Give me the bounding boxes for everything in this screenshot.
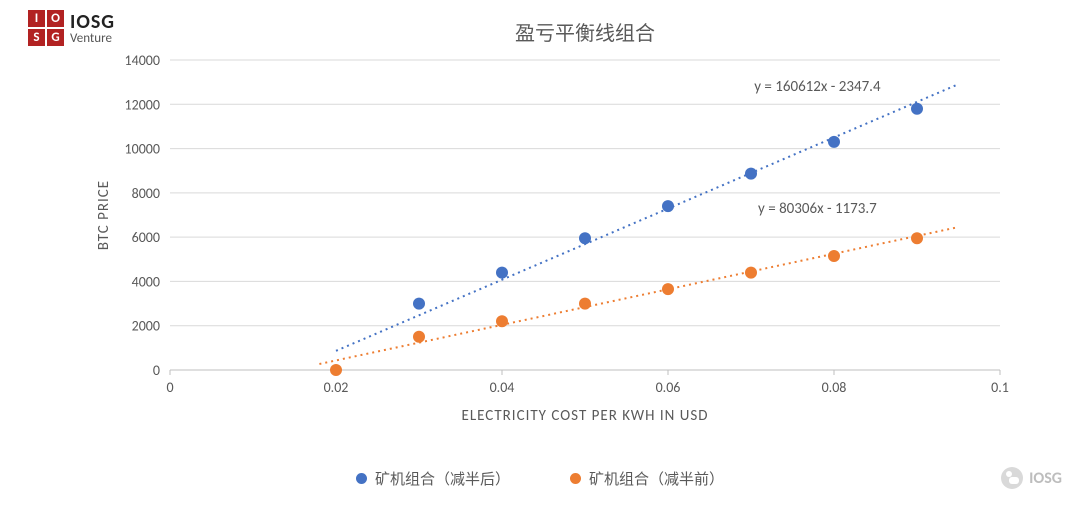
watermark-text: IOSG [1029, 469, 1062, 488]
data-point [745, 168, 757, 180]
y-tick-label: 6000 [132, 229, 160, 246]
data-point [662, 200, 674, 212]
y-tick-label: 14000 [125, 52, 160, 69]
x-tick-label: 0 [166, 379, 173, 396]
x-axis-label: ELECTRICITY COST PER KWH IN USD [462, 407, 709, 425]
data-point [330, 364, 342, 376]
x-tick-label: 0.04 [490, 379, 515, 396]
x-tick-label: 0.06 [656, 379, 681, 396]
data-point [745, 267, 757, 279]
y-tick-label: 2000 [132, 318, 160, 335]
legend-item: 矿机组合（减半前） [570, 468, 724, 489]
data-point [579, 298, 591, 310]
data-point [911, 103, 923, 115]
legend-label: 矿机组合（减半前） [589, 468, 724, 489]
chart-title: 盈亏平衡线组合 [515, 22, 655, 46]
data-point [911, 232, 923, 244]
x-tick-label: 0.08 [822, 379, 847, 396]
logo-quad-2: S [28, 29, 45, 46]
equation-1: y = 80306x - 1173.7 [758, 200, 877, 218]
data-point [828, 136, 840, 148]
x-tick-label: 0.1 [991, 379, 1009, 396]
legend-dot [356, 473, 367, 484]
y-tick-label: 0 [153, 362, 160, 379]
chart-svg: 盈亏平衡线组合 0 2000 4000 6000 8000 10000 12000 14000 0… [60, 10, 1020, 440]
equation-0: y = 160612x - 2347.4 [754, 78, 881, 96]
y-axis-label: BTC PRICE [95, 180, 113, 250]
y-tick-label: 12000 [125, 96, 160, 113]
chart: 盈亏平衡线组合 0 2000 4000 6000 8000 10000 12000 14000 0… [60, 10, 1020, 440]
data-point [828, 250, 840, 262]
data-point [496, 315, 508, 327]
legend-label: 矿机组合（减半后） [375, 468, 510, 489]
logo-quad-0: I [28, 10, 45, 27]
data-point [413, 331, 425, 343]
y-tick-label: 10000 [125, 141, 160, 158]
y-tick-label: 4000 [132, 273, 160, 290]
logo-mark: I O S G [28, 10, 64, 46]
y-tick-label: 8000 [132, 185, 160, 202]
watermark: IOSG [1001, 467, 1062, 489]
data-point [413, 298, 425, 310]
data-point [496, 267, 508, 279]
legend-dot [570, 473, 581, 484]
data-point [579, 232, 591, 244]
x-tick-label: 0.02 [324, 379, 349, 396]
legend: 矿机组合（减半后） 矿机组合（减半前） [0, 468, 1080, 489]
legend-item: 矿机组合（减半后） [356, 468, 510, 489]
wechat-icon [1001, 467, 1023, 489]
data-point [662, 283, 674, 295]
trendline-1 [319, 227, 958, 364]
